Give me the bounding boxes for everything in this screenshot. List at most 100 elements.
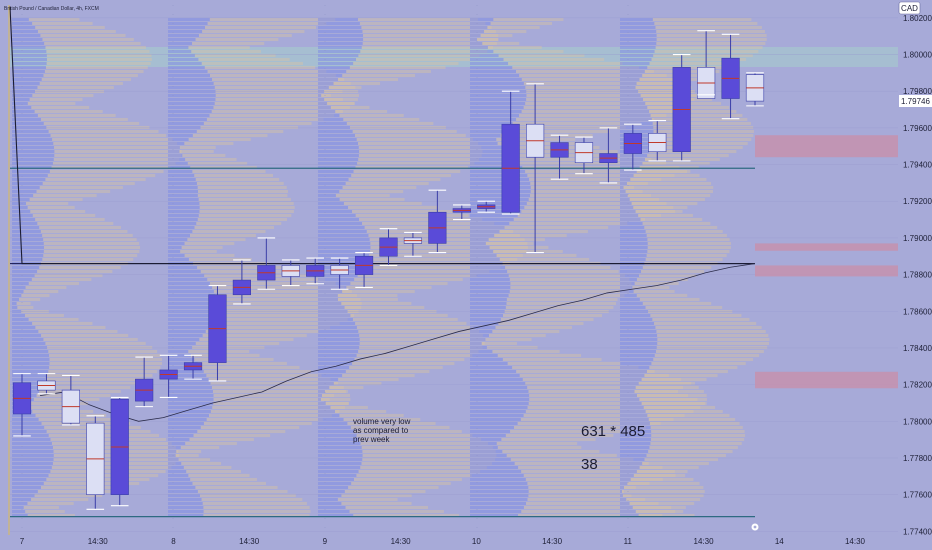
profile-row-volume bbox=[509, 290, 630, 293]
profile-row-value bbox=[12, 366, 50, 369]
profile-row-value bbox=[12, 354, 50, 357]
profile-row-value bbox=[620, 118, 652, 121]
profile-row-value bbox=[168, 470, 187, 473]
profile-row-value bbox=[318, 54, 359, 57]
profile-row-value bbox=[620, 226, 645, 229]
profile-row-value bbox=[12, 326, 36, 329]
currency-badge[interactable] bbox=[898, 1, 921, 15]
profile-row-value bbox=[168, 70, 208, 73]
price-tick-label: 1.78200 bbox=[903, 381, 932, 390]
profile-row-volume bbox=[359, 338, 485, 341]
profile-row-value bbox=[318, 218, 360, 221]
profile-row-value bbox=[470, 62, 509, 65]
profile-row-volume bbox=[40, 118, 128, 121]
profile-row-value bbox=[168, 454, 176, 457]
profile-row-volume bbox=[362, 450, 496, 453]
profile-row-value bbox=[12, 102, 28, 105]
profile-row-value bbox=[12, 258, 43, 261]
profile-row-value bbox=[318, 482, 352, 485]
price-axis[interactable]: 1.80200 1.80000 1.79800 1.79600 1.79400 1.792… bbox=[898, 0, 932, 536]
volume-note-line-2: as compared to bbox=[353, 426, 409, 435]
profile-row-volume bbox=[51, 166, 171, 169]
profile-row-volume bbox=[192, 482, 266, 485]
profile-row-volume bbox=[503, 314, 603, 317]
profile-row-value bbox=[168, 226, 195, 229]
profile-row-value bbox=[318, 162, 358, 165]
profile-row-value bbox=[620, 398, 640, 401]
profile-row-volume bbox=[43, 242, 140, 245]
profile-row-value bbox=[168, 306, 217, 309]
profile-row-value bbox=[168, 458, 179, 461]
profile-row-value bbox=[12, 242, 44, 245]
profile-row-volume bbox=[25, 286, 67, 289]
profile-row-value bbox=[168, 110, 212, 113]
profile-row-volume bbox=[363, 38, 499, 41]
profile-row-value bbox=[12, 422, 42, 425]
profile-row-volume bbox=[191, 50, 261, 53]
profile-row-value bbox=[470, 130, 505, 133]
profile-row-value bbox=[470, 186, 531, 189]
profile-row-value bbox=[12, 234, 43, 237]
profile-row-value bbox=[620, 510, 636, 513]
profile-row-volume bbox=[511, 154, 636, 157]
profile-row-value bbox=[620, 370, 647, 373]
profile-row-volume bbox=[203, 370, 312, 373]
profile-row-volume bbox=[652, 122, 751, 125]
profile-row-value bbox=[470, 142, 498, 145]
profile-row-value bbox=[620, 246, 648, 249]
profile-row-volume bbox=[350, 282, 448, 285]
profile-row-value bbox=[318, 122, 347, 125]
candles-layer bbox=[12, 30, 765, 510]
profile-row-value bbox=[620, 394, 637, 397]
profile-row-volume bbox=[180, 250, 217, 253]
profile-row-value bbox=[620, 46, 656, 49]
profile-row-volume bbox=[480, 34, 513, 37]
profile-row-value bbox=[12, 274, 35, 277]
profile-row-volume bbox=[342, 374, 415, 377]
profile-row-value bbox=[168, 90, 216, 93]
profile-row-value bbox=[318, 386, 330, 389]
profile-row-value bbox=[470, 346, 487, 349]
profile-row-value bbox=[12, 310, 22, 313]
profile-row-volume bbox=[209, 114, 335, 117]
profile-row-volume bbox=[505, 266, 611, 269]
time-axis[interactable]: 7 14:30 8 14:30 9 14:30 10 14:30 11 14:30 14 14:30 bbox=[0, 535, 932, 550]
profile-row-value bbox=[620, 78, 640, 81]
profile-row-value bbox=[470, 486, 529, 489]
profile-row-volume bbox=[642, 162, 710, 165]
profile-row-volume bbox=[358, 154, 482, 157]
profile-row-value bbox=[620, 106, 648, 109]
profile-row-value bbox=[620, 234, 647, 237]
profile-row-volume bbox=[641, 378, 707, 381]
profile-row-value bbox=[620, 266, 643, 269]
profile-row-volume bbox=[644, 158, 720, 161]
profile-row-volume bbox=[526, 98, 695, 101]
profile-row-volume bbox=[320, 398, 330, 401]
profile-row-volume bbox=[27, 102, 76, 105]
profile-row-value bbox=[620, 434, 652, 437]
profile-row-volume bbox=[324, 90, 343, 93]
profile-row-value bbox=[620, 486, 624, 489]
profile-row-value bbox=[470, 382, 526, 385]
profile-row-volume bbox=[192, 346, 265, 349]
profile-row-volume bbox=[337, 498, 398, 501]
profile-row-volume bbox=[31, 106, 90, 109]
profile-row-volume bbox=[521, 110, 677, 113]
profile-row-volume bbox=[638, 90, 693, 93]
profile-row-volume bbox=[31, 278, 92, 281]
profile-row-volume bbox=[635, 510, 684, 513]
profile-row-value bbox=[12, 126, 47, 129]
profile-row-volume bbox=[50, 134, 167, 137]
profile-row-volume bbox=[636, 278, 688, 281]
replay-dot-icon[interactable] bbox=[751, 523, 759, 531]
profile-row-volume bbox=[194, 54, 276, 57]
profile-row-value bbox=[12, 270, 38, 273]
profile-row-value bbox=[318, 70, 347, 73]
profile-row-volume bbox=[508, 126, 626, 129]
profile-row-value bbox=[470, 222, 510, 225]
profile-row-volume bbox=[627, 482, 650, 485]
profile-row-volume bbox=[215, 294, 358, 297]
profile-row-value bbox=[318, 302, 342, 305]
profile-row-value bbox=[168, 302, 217, 305]
